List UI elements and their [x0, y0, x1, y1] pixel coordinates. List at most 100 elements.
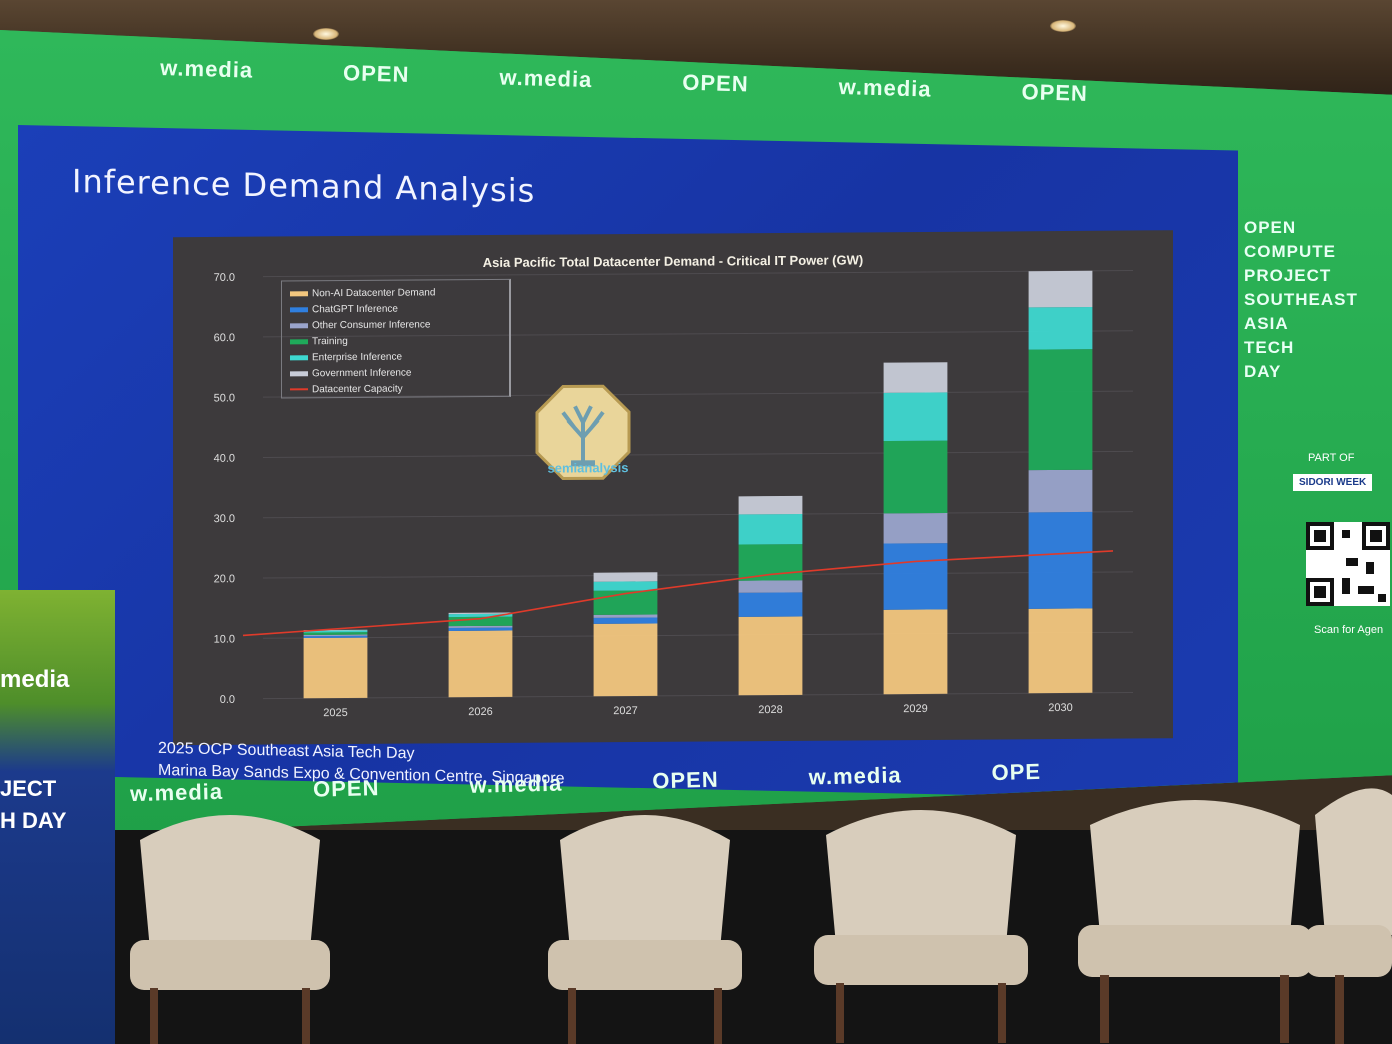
chair-icon	[1078, 800, 1312, 1043]
banner-item: w.media	[808, 762, 902, 790]
bar-segment	[448, 630, 513, 698]
y-tick-label: 70.0	[214, 272, 235, 284]
gridline	[263, 270, 1133, 278]
bar-segment	[448, 612, 513, 615]
bar-segment	[1028, 469, 1093, 513]
bar-segment	[1028, 349, 1093, 471]
side-line: TECH	[1244, 338, 1295, 357]
banner-item: w.media	[469, 770, 563, 798]
legend-item: Other Consumer Inference	[290, 316, 501, 333]
bar-segment	[303, 630, 368, 633]
x-tick-label: 2027	[613, 705, 637, 717]
bar-segment	[303, 635, 368, 639]
side-line: COMPUTE	[1244, 242, 1336, 261]
legend-swatch	[290, 322, 308, 328]
banner-item: OPE	[991, 758, 1042, 786]
bar-segment	[593, 617, 658, 624]
bar-segment	[303, 632, 368, 636]
slide-title: Inference Demand Analysis	[72, 162, 536, 210]
bar-segment	[1028, 608, 1093, 694]
logo-wordmark: semianalysis	[547, 460, 629, 476]
bar-segment	[1028, 270, 1093, 308]
bar-segment	[883, 440, 948, 514]
legend-swatch	[290, 338, 308, 344]
presentation-slide: Inference Demand Analysis Asia Pacific T…	[18, 125, 1238, 801]
y-tick-label: 40.0	[214, 453, 235, 465]
x-tick-label: 2029	[903, 703, 927, 715]
gridline	[263, 511, 1133, 519]
banner-item: OPEN	[342, 60, 410, 88]
y-tick-label: 50.0	[214, 392, 235, 404]
banner-item: w.media	[499, 64, 593, 93]
part-of-label: PART OF	[1308, 452, 1355, 464]
gridline	[263, 631, 1133, 639]
week-badge: SIDORI WEEK	[1293, 474, 1373, 491]
y-tick-label: 10.0	[214, 633, 235, 645]
y-tick-label: 0.0	[220, 694, 235, 706]
bar-segment	[738, 513, 803, 545]
qr-code-icon	[1306, 522, 1390, 606]
x-tick-label: 2026	[468, 706, 492, 718]
chair-icon	[1305, 788, 1392, 1044]
capacity-line	[242, 550, 1114, 637]
bar-segment	[883, 609, 948, 695]
legend-item: Enterprise Inference	[290, 348, 501, 365]
x-tick-label: 2028	[758, 704, 782, 716]
legend-swatch	[290, 388, 308, 391]
led-screen: w.media OPEN w.media OPEN w.media OPEN I…	[0, 30, 1392, 840]
bar-segment	[738, 580, 803, 593]
gridline	[263, 571, 1133, 579]
bar-segment	[593, 572, 658, 582]
legend-label: Other Consumer Inference	[312, 318, 431, 331]
bar-segment	[593, 614, 658, 618]
gridline	[263, 692, 1133, 700]
legend-label: Enterprise Inference	[312, 351, 403, 363]
x-tick-label: 2025	[323, 707, 347, 719]
podium: media JECT H DAY	[0, 590, 115, 1044]
bar-segment	[1028, 306, 1093, 350]
bar-segment	[738, 616, 803, 696]
gridline	[263, 330, 1133, 338]
banner-item: OPEN	[312, 775, 380, 802]
gridline	[263, 390, 1133, 398]
bar-segment	[303, 634, 368, 637]
bar-segment	[448, 625, 513, 628]
podium-text: JECT	[0, 776, 57, 801]
gridline	[263, 450, 1133, 458]
banner-item: OPEN	[1021, 79, 1089, 106]
bar-segment	[883, 362, 948, 393]
chart-legend: Non-AI Datacenter Demand ChatGPT Inferen…	[281, 278, 511, 399]
bar-segment	[738, 544, 803, 581]
ceiling-light	[1050, 20, 1076, 32]
ceiling-light	[313, 28, 339, 40]
side-line: OPEN	[1244, 218, 1297, 237]
bar-segment	[738, 592, 803, 617]
bar-segment	[1028, 511, 1093, 609]
legend-label: Datacenter Capacity	[312, 383, 403, 395]
podium-text: media	[0, 666, 70, 693]
legend-swatch	[290, 290, 308, 296]
legend-label: Training	[312, 335, 348, 347]
side-event-title: OPEN COMPUTE PROJECT SOUTHEAST ASIA TECH…	[1244, 216, 1358, 384]
chair-icon	[814, 810, 1028, 1043]
bar-segment	[738, 495, 803, 515]
scan-label: Scan for Agen	[1314, 624, 1384, 636]
legend-swatch	[290, 306, 308, 312]
legend-item: Government Inference	[290, 364, 501, 381]
bar-segment	[448, 627, 513, 631]
bar-segment	[593, 623, 658, 697]
bar-segment	[303, 637, 368, 699]
legend-item: Datacenter Capacity	[290, 380, 501, 397]
bar-segment	[883, 512, 948, 544]
side-line: SOUTHEAST	[1244, 290, 1358, 309]
chart-panel: Asia Pacific Total Datacenter Demand - C…	[173, 230, 1173, 746]
legend-swatch	[290, 354, 308, 360]
chair-icon	[130, 815, 330, 1044]
legend-item: Non-AI Datacenter Demand	[290, 284, 501, 301]
side-line: ASIA	[1244, 314, 1289, 333]
legend-item: Training	[290, 332, 501, 349]
side-line: PROJECT	[1244, 266, 1332, 285]
chart-plot: 0.0 10.0 20.0 30.0 40.0 50.0 60.0 70.0 2025 2026 2…	[214, 270, 1133, 719]
banner-item: OPEN	[682, 69, 750, 97]
x-tick-label: 2030	[1048, 702, 1072, 714]
